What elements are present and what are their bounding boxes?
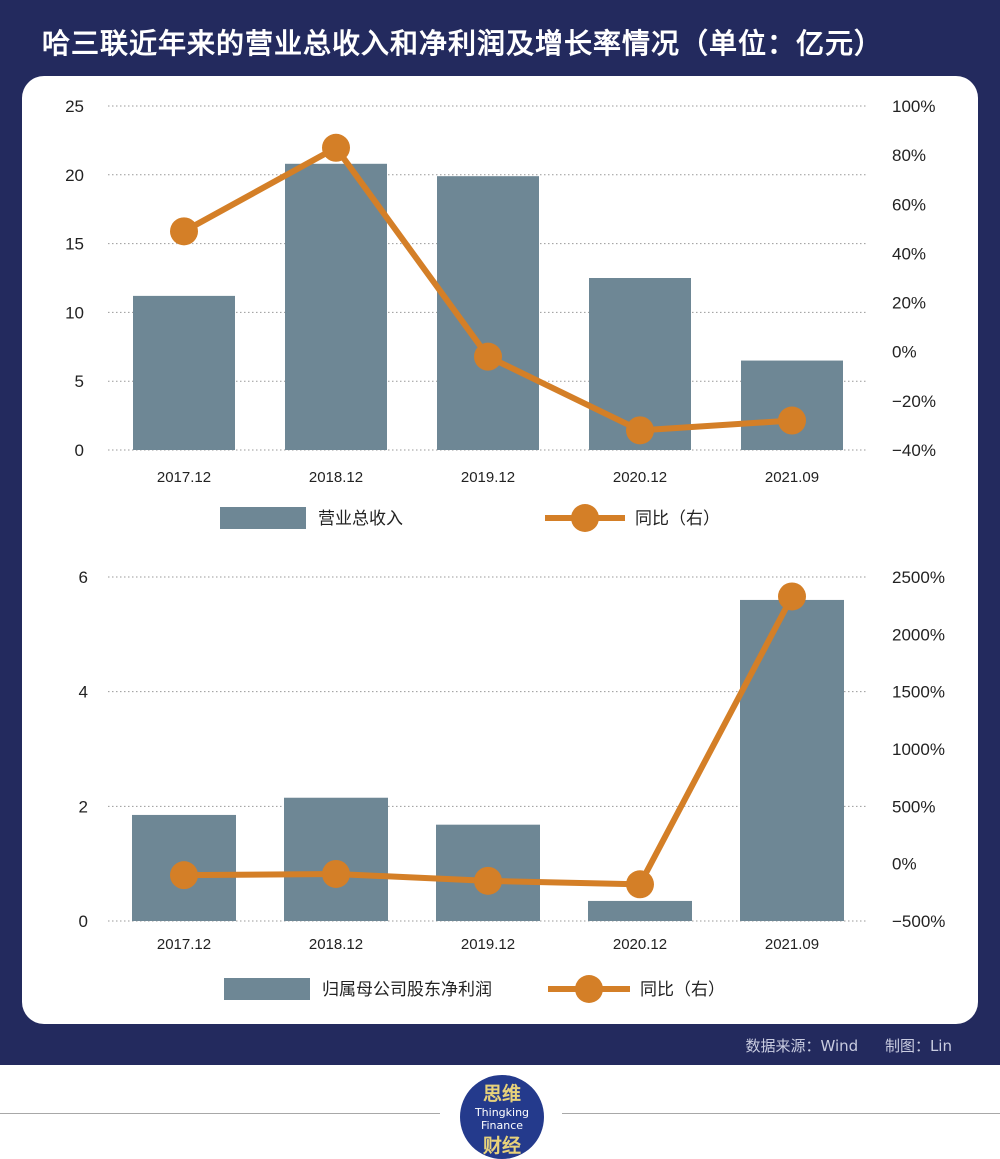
footer-line-right bbox=[562, 1113, 1000, 1114]
chart1-bar bbox=[285, 163, 387, 451]
chart1-left-tick-label: 20 bbox=[65, 166, 84, 185]
chart2-right-tick-label: 500% bbox=[892, 797, 935, 816]
chart1-growth-point bbox=[322, 133, 350, 162]
chart1-growth-point bbox=[170, 217, 198, 246]
logo-text-bottom: 财经 bbox=[482, 1135, 521, 1157]
chart2-legend-line-label: 同比（右） bbox=[640, 980, 725, 999]
chart1-left-tick-label: 15 bbox=[65, 235, 84, 254]
chart2-bar bbox=[588, 900, 692, 921]
source-label: 数据来源：Wind bbox=[745, 1037, 859, 1055]
logo-text-top: 思维 bbox=[482, 1083, 521, 1105]
chart1-bar bbox=[437, 176, 539, 450]
chart2-left-tick-label: 6 bbox=[79, 568, 88, 587]
chart1-right-tick-label: 60% bbox=[892, 195, 926, 214]
chart2-left-tick-label: 0 bbox=[79, 912, 88, 931]
chart1-growth-point bbox=[626, 416, 654, 445]
chart2-category-label: 2021.09 bbox=[765, 936, 819, 953]
chart1-category-label: 2021.09 bbox=[765, 469, 819, 486]
chart1-left-tick-label: 5 bbox=[75, 372, 84, 391]
chart1-legend-line-label: 同比（右） bbox=[635, 509, 720, 528]
chart2-right-tick-label: 2500% bbox=[892, 568, 945, 587]
chart1-category-label: 2019.12 bbox=[461, 469, 515, 486]
chart2-category-label: 2018.12 bbox=[309, 936, 363, 953]
footer-line-left bbox=[0, 1113, 440, 1114]
chart2-growth-point bbox=[626, 870, 654, 899]
chart2-bar bbox=[740, 599, 844, 921]
chart2-right-tick-label: 1500% bbox=[892, 683, 945, 702]
brand-logo: 思维 Thingking Finance 财经 bbox=[460, 1075, 544, 1159]
chart2-left-tick-label: 2 bbox=[79, 797, 88, 816]
chart1-category-label: 2020.12 bbox=[613, 469, 667, 486]
chart1-category-label: 2018.12 bbox=[309, 469, 363, 486]
chart1-growth-point bbox=[778, 406, 806, 435]
charts-svg: 0510152025−40%−20%0%20%40%60%80%100%2017… bbox=[65, 97, 945, 1003]
chart2-right-tick-label: −500% bbox=[892, 912, 945, 931]
chart2-legend-bar-swatch bbox=[224, 978, 310, 1000]
chart-title: 哈三联近年来的营业总收入和净利润及增长率情况（单位：亿元） bbox=[42, 27, 884, 60]
chart1-right-tick-label: 40% bbox=[892, 244, 926, 263]
chart1-left-tick-label: 0 bbox=[75, 441, 84, 460]
chart2-category-label: 2020.12 bbox=[613, 936, 667, 953]
chart1-legend-line-marker bbox=[571, 504, 599, 532]
chart2-right-tick-label: 2000% bbox=[892, 625, 945, 644]
chart1-right-tick-label: −40% bbox=[892, 441, 936, 460]
chart2-growth-point bbox=[778, 582, 806, 611]
chart2-legend-line-marker bbox=[575, 975, 603, 1003]
chart1-right-tick-label: 80% bbox=[892, 146, 926, 165]
chart1-growth-point bbox=[474, 342, 502, 371]
chart1-right-tick-label: 20% bbox=[892, 294, 926, 313]
logo-text-en2: Finance bbox=[480, 1119, 524, 1132]
source-note: 数据来源：Wind 制图：Lin bbox=[723, 1035, 952, 1056]
chart2-growth-point bbox=[170, 861, 198, 890]
chart2-growth-point bbox=[322, 859, 350, 888]
chart1-right-tick-label: 100% bbox=[892, 97, 935, 116]
chart2-right-tick-label: 0% bbox=[892, 855, 917, 874]
chart2-left-tick-label: 4 bbox=[79, 683, 88, 702]
chart2-legend-bar-label: 归属母公司股东净利润 bbox=[322, 980, 492, 999]
chart1-left-tick-label: 25 bbox=[65, 97, 84, 116]
chart1-bar bbox=[741, 360, 843, 450]
chart1-legend-bar-swatch bbox=[220, 507, 306, 529]
maker-label: 制图：Lin bbox=[884, 1037, 952, 1055]
chart1-bar bbox=[133, 295, 235, 450]
chart1-category-label: 2017.12 bbox=[157, 469, 211, 486]
chart1-right-tick-label: 0% bbox=[892, 343, 917, 362]
logo-text-en1: Thingking bbox=[474, 1106, 530, 1119]
chart2-growth-point bbox=[474, 866, 502, 895]
chart2-right-tick-label: 1000% bbox=[892, 740, 945, 759]
chart2-category-label: 2019.12 bbox=[461, 936, 515, 953]
chart2-category-label: 2017.12 bbox=[157, 936, 211, 953]
chart1-right-tick-label: −20% bbox=[892, 392, 936, 411]
chart2-bar bbox=[284, 797, 388, 921]
chart1-left-tick-label: 10 bbox=[65, 303, 84, 322]
chart1-legend-bar-label: 营业总收入 bbox=[318, 509, 403, 528]
